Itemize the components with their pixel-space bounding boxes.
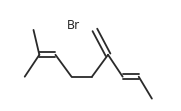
Text: Br: Br xyxy=(67,19,80,32)
